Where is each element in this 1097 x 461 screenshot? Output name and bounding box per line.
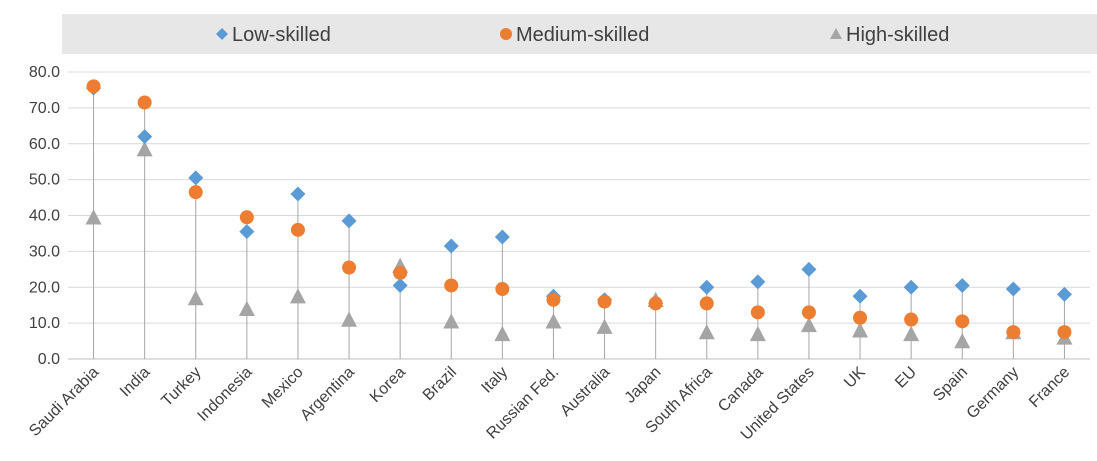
low-skilled-point: [852, 288, 868, 304]
high-skilled-point: [545, 313, 562, 329]
high-skilled-point: [494, 325, 511, 342]
x-tick-label: Brazil: [420, 364, 460, 404]
low-skilled-point: [290, 186, 306, 202]
x-tick-label: Korea: [367, 364, 409, 406]
low-skilled-point: [1005, 281, 1021, 297]
y-tick-label: 80.0: [29, 64, 60, 81]
medium-skilled-point: [137, 95, 152, 110]
x-tick-label: Turkey: [158, 364, 204, 410]
high-skilled-point: [341, 311, 358, 327]
x-tick-label: Japan: [622, 364, 665, 407]
medium-skilled-point: [342, 260, 357, 275]
low-skilled-point: [137, 129, 153, 145]
medium-skilled-point: [801, 305, 816, 320]
legend-marker: [830, 28, 842, 39]
low-skilled-point: [392, 277, 408, 293]
x-tick-label: Canada: [715, 364, 767, 416]
low-skilled-point: [903, 279, 919, 295]
high-skilled-point: [136, 141, 153, 157]
medium-skilled-point: [393, 265, 408, 280]
high-skilled-point: [85, 209, 102, 225]
legend-label: High-skilled: [846, 24, 949, 46]
y-tick-label: 50.0: [29, 172, 60, 189]
y-tick-label: 60.0: [29, 136, 60, 153]
legend: Low-skilled Medium-skilled High-skilled: [216, 24, 949, 46]
y-axis: 0.0 10.0 20.0 30.0 40.0 50.0 60.0 70.0 80.0: [29, 64, 60, 368]
x-tick-label: Australia: [557, 364, 613, 420]
high-skilled-point: [289, 288, 306, 304]
high-skilled-point: [238, 300, 255, 316]
x-tick-label: Indonesia: [195, 364, 256, 425]
low-skilled-point: [801, 261, 817, 277]
high-skilled-point: [749, 325, 766, 342]
medium-skilled-point: [597, 294, 612, 309]
y-tick-label: 10.0: [29, 315, 60, 332]
x-tick-label: Italy: [478, 364, 511, 397]
low-skilled-point: [699, 279, 715, 295]
gridlines: [68, 71, 1090, 360]
medium-skilled-point: [955, 314, 970, 329]
high-skilled-point: [698, 324, 715, 340]
x-tick-label: France: [1026, 364, 1073, 411]
medium-skilled-point: [188, 185, 203, 200]
low-skilled-point: [188, 170, 204, 186]
low-skilled-point: [750, 274, 766, 290]
high-skilled-point: [800, 316, 817, 333]
x-tick-label: Mexico: [259, 364, 307, 412]
low-skilled-point: [341, 213, 357, 229]
medium-skilled-point: [750, 305, 765, 320]
legend-label: Low-skilled: [232, 24, 331, 46]
medium-skilled-point: [699, 296, 714, 311]
legend-marker: [500, 28, 512, 40]
high-skilled-point: [852, 322, 869, 338]
medium-skilled-point: [546, 292, 561, 307]
high-skilled-point: [443, 313, 460, 329]
medium-skilled-point: [86, 79, 101, 94]
high-skilled-point: [596, 318, 613, 334]
y-tick-label: 20.0: [29, 279, 60, 296]
x-tick-label: UK: [841, 364, 869, 392]
x-tick-label: Germany: [964, 364, 1023, 423]
x-tick-label: India: [117, 364, 154, 401]
medium-skilled-point: [648, 296, 663, 311]
medium-skilled-point: [1006, 325, 1021, 340]
x-tick-label: Saudi Arabia: [26, 364, 102, 440]
high-skilled-point: [187, 290, 204, 306]
medium-skilled-point: [290, 222, 305, 237]
drop-lines: [93, 86, 1065, 359]
y-tick-label: 40.0: [29, 208, 60, 225]
medium-skilled-point: [853, 310, 868, 325]
medium-skilled-point: [495, 282, 510, 297]
low-skilled-point: [239, 224, 255, 240]
y-tick-label: 30.0: [29, 243, 60, 260]
medium-skilled-point: [239, 210, 254, 225]
low-skilled-point: [443, 238, 459, 254]
legend-marker: [216, 28, 228, 40]
legend-label: Medium-skilled: [516, 24, 649, 46]
low-skilled-point: [1056, 286, 1072, 302]
x-tick-label: Argentina: [297, 364, 358, 425]
y-tick-label: 70.0: [29, 100, 60, 117]
medium-skilled-point: [1057, 325, 1072, 340]
medium-skilled-point: [444, 278, 459, 293]
low-skilled-point: [494, 229, 510, 245]
high-skilled-point: [903, 325, 920, 342]
high-skilled-point: [954, 333, 971, 349]
x-tick-label: Spain: [930, 364, 971, 405]
y-tick-label: 0.0: [38, 351, 60, 368]
data-marks: [85, 79, 1073, 349]
medium-skilled-point: [904, 312, 919, 327]
legend-background: [62, 14, 1097, 54]
x-tick-label: EU: [892, 364, 920, 392]
low-skilled-point: [954, 277, 970, 293]
